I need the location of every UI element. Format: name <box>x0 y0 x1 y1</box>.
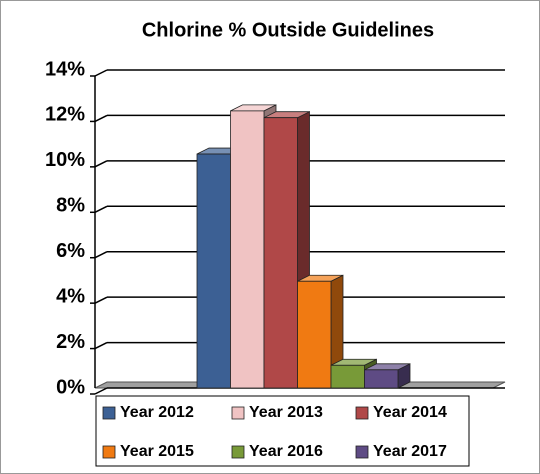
bar <box>364 369 399 389</box>
grid-line-wall <box>94 114 108 123</box>
grid-line-wall <box>94 341 108 350</box>
y-tick-label: 14% <box>45 58 85 80</box>
legend-label: Year 2015 <box>120 443 194 460</box>
legend-swatch <box>231 445 245 459</box>
legend-label: Year 2013 <box>249 404 323 421</box>
y-tick-label: 12% <box>45 104 85 126</box>
bar <box>263 117 298 389</box>
y-tick-label: 0% <box>56 376 85 398</box>
legend-swatch <box>355 445 369 459</box>
y-tick-label: 4% <box>56 285 85 307</box>
y-tick-label: 8% <box>56 195 85 217</box>
legend-swatch <box>102 445 116 459</box>
grid-line-wall <box>94 205 108 213</box>
grid-line-wall <box>94 251 108 259</box>
chart-title: Chlorine % Outside Guidelines <box>142 19 434 41</box>
y-tick-label: 10% <box>45 149 85 171</box>
grid-line-wall <box>94 296 108 304</box>
legend-label: Year 2016 <box>249 443 323 460</box>
legend-label: Year 2017 <box>373 443 447 460</box>
bar <box>196 153 231 389</box>
bar <box>330 364 365 389</box>
grid-line-wall <box>94 69 108 77</box>
grid-line-wall <box>94 387 108 395</box>
bar <box>230 110 265 389</box>
legend-swatch <box>102 406 116 420</box>
y-tick-label: 6% <box>56 240 85 262</box>
legend-label: Year 2014 <box>373 404 447 421</box>
legend-box <box>95 395 470 467</box>
legend-swatch <box>355 406 369 420</box>
y-tick-label: 2% <box>56 331 85 353</box>
legend-label: Year 2012 <box>120 404 194 421</box>
grid-line-wall <box>94 160 108 168</box>
legend-swatch <box>231 406 245 420</box>
bar <box>297 280 332 389</box>
